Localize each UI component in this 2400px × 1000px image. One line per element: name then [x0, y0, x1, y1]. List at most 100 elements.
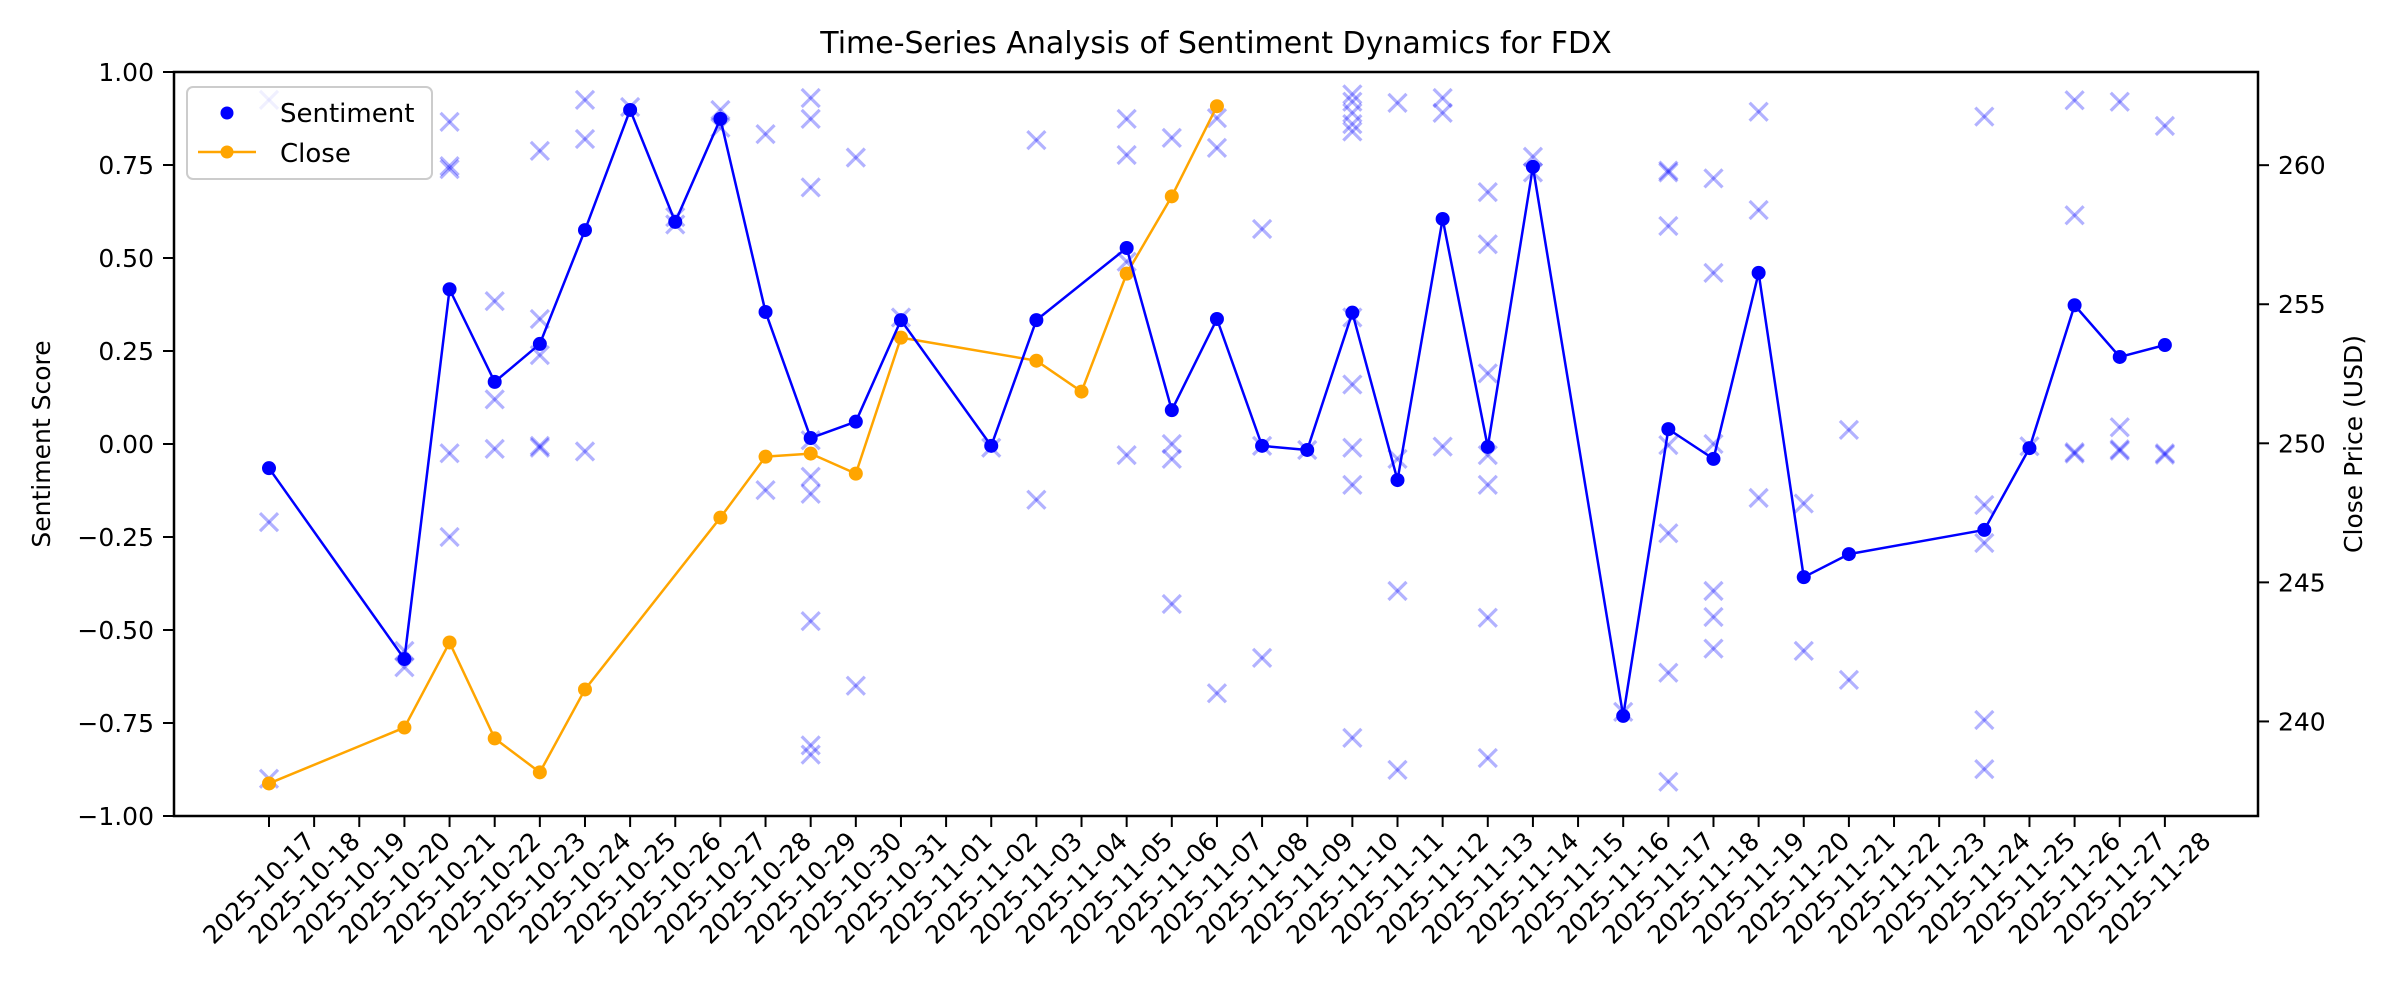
article-sentiment-x-marker-icon	[1432, 87, 1453, 109]
left-tick-label: −0.75	[77, 709, 154, 738]
x-axis: 2025-10-172025-10-182025-10-192025-10-20…	[197, 816, 2216, 950]
left-tick-label: −0.50	[77, 616, 154, 645]
article-sentiment-x-marker-icon	[1477, 182, 1498, 203]
article-sentiment-x-marker-icon	[2064, 443, 2085, 464]
sentiment-point	[487, 374, 502, 389]
close-point	[442, 635, 457, 650]
article-sentiment-x-marker-icon	[1432, 102, 1453, 124]
article-sentiment-x-marker-icon	[1387, 92, 1408, 114]
right-axis-title: Close Price (USD)	[2339, 335, 2368, 553]
sentiment-line	[267, 108, 2166, 718]
sentiment-point	[1841, 547, 1856, 562]
sentiment-point	[1029, 313, 1044, 328]
close-point	[1074, 384, 1089, 399]
article-sentiment-x-marker-icon	[800, 108, 821, 130]
article-sentiment-x-marker-icon	[1974, 494, 1995, 516]
article-sentiment-x-marker-icon	[1116, 445, 1137, 466]
right-tick-label: 240	[2278, 707, 2326, 736]
article-sentiment-x-marker-icon	[1658, 771, 1679, 792]
sentiment-point	[1390, 473, 1405, 488]
article-sentiment-x-marker-icon	[845, 147, 866, 168]
sentiment-point	[1977, 522, 1992, 537]
sentiment-point	[397, 652, 412, 667]
article-sentiment-x-marker-icon	[1342, 91, 1363, 112]
plot-frame	[172, 70, 2260, 818]
article-sentiment-x-marker-icon	[2064, 205, 2085, 226]
article-sentiment-x-marker-icon	[1026, 129, 1047, 151]
article-sentiment-x-marker-icon	[439, 158, 460, 180]
article-sentiment-x-marker-icon	[1161, 433, 1182, 455]
article-sentiment-x-marker-icon	[2064, 90, 2085, 111]
right-tick-label: 250	[2278, 429, 2326, 458]
sentiment-point	[1300, 442, 1315, 457]
article-sentiment-x-marker-icon	[1342, 727, 1363, 749]
sentiment-point	[1345, 305, 1360, 320]
legend-close-marker-icon	[220, 145, 234, 159]
left-tick-label: 0.00	[98, 430, 154, 459]
close-point	[1029, 353, 1044, 368]
article-sentiment-x-marker-icon	[1387, 448, 1408, 470]
article-sentiment-x-marker-icon	[800, 610, 821, 632]
article-sentiment-x-marker-icon	[2109, 440, 2130, 461]
legend: Sentiment Close	[186, 86, 433, 180]
close-line	[268, 105, 1219, 785]
article-sentiment-x-marker-icon	[1748, 199, 1769, 221]
close-price-series	[262, 99, 1224, 791]
article-sentiment-x-marker-icon	[1206, 107, 1228, 129]
article-sentiment-x-marker-icon	[2154, 444, 2176, 465]
article-sentiment-x-marker-icon	[800, 735, 821, 756]
article-sentiment-x-marker-icon	[1387, 759, 1408, 781]
article-sentiment-x-marker-icon	[439, 443, 460, 464]
article-sentiment-x-marker-icon	[800, 744, 821, 765]
article-sentiment-x-marker-icon	[574, 89, 596, 111]
close-point	[713, 510, 728, 525]
left-y-axis: 1.00 0.75 0.50 0.25 0.00 −0.25 −0.50 −0.75 −1.00	[77, 58, 174, 831]
article-sentiment-x-marker-icon	[1477, 607, 1498, 628]
article-sentiment-x-marker-icon	[1477, 234, 1498, 255]
right-tick-label: 245	[2278, 568, 2326, 597]
article-sentiment-x-marker-icon	[1522, 146, 1544, 167]
article-sentiment-x-marker-icon	[529, 435, 550, 456]
article-sentiment-x-marker-icon	[800, 177, 821, 198]
article-sentiment-x-marker-icon	[2109, 91, 2130, 112]
article-sentiment-x-marker-icon	[1251, 647, 1273, 669]
sentiment-point	[848, 414, 863, 429]
article-sentiment-x-marker-icon	[529, 140, 550, 161]
close-point	[1209, 99, 1224, 114]
article-sentiment-x-marker-icon	[1161, 127, 1182, 148]
left-tick-label: −1.00	[77, 802, 154, 831]
article-sentiment-x-marker-icon	[1116, 108, 1137, 130]
article-sentiment-x-marker-icon	[1342, 84, 1363, 105]
sentiment-point	[2022, 441, 2037, 456]
article-sentiment-x-marker-icon	[2109, 439, 2130, 460]
article-sentiment-x-marker-icon	[800, 483, 821, 504]
sentiment-point	[1209, 312, 1224, 327]
article-sentiment-x-marker-icon	[1703, 168, 1724, 189]
article-sentiment-x-marker-icon	[1387, 580, 1408, 602]
right-y-axis: 240 245 250 255 260	[2258, 151, 2326, 736]
sentiment-point	[758, 304, 773, 319]
article-sentiment-x-marker-icon	[1748, 101, 1769, 122]
article-sentiment-x-marker-icon	[1206, 137, 1228, 159]
legend-close-label: Close	[280, 139, 351, 169]
left-tick-label: 0.75	[98, 151, 154, 180]
article-sentiment-x-marker-icon	[439, 526, 460, 548]
article-sentiment-x-marker-icon	[1748, 487, 1769, 509]
close-point	[262, 776, 276, 791]
sentiment-point	[1796, 570, 1811, 585]
close-point	[803, 446, 818, 461]
sentiment-point	[1661, 422, 1676, 437]
article-sentiment-x-marker-icon	[484, 389, 505, 410]
close-point	[893, 330, 908, 345]
article-sentiment-x-marker-icon	[1026, 489, 1047, 510]
article-sentiment-x-marker-icon	[800, 87, 821, 109]
article-sentiment-x-marker-icon	[1342, 374, 1363, 395]
article-sentiment-x-marker-icon	[1658, 215, 1679, 237]
article-sentiment-x-marker-icon	[1477, 747, 1498, 769]
article-sentiment-x-marker-icon	[1974, 758, 1995, 780]
sentiment-point	[984, 438, 999, 453]
legend-sentiment-label: Sentiment	[280, 99, 414, 129]
left-tick-label: 1.00	[98, 58, 154, 87]
right-tick-label: 260	[2278, 151, 2326, 180]
